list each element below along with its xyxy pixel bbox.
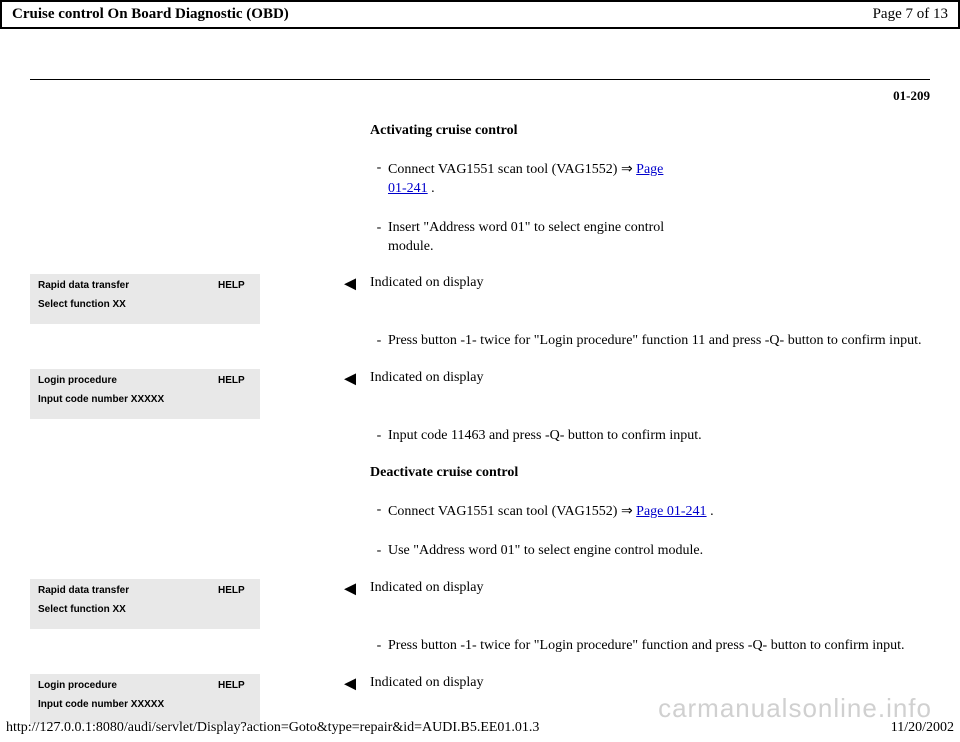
display-box-login: Login procedure Input code number XXXXX H… <box>30 369 260 419</box>
top-rule <box>30 79 930 80</box>
display-box-login-2: Login procedure Input code number XXXXX H… <box>30 674 260 724</box>
display-box-rapid: Rapid data transfer Select function XX HE… <box>30 274 260 324</box>
left-arrow-icon: ◄ <box>330 579 370 599</box>
indicated-label: Indicated on display <box>370 369 930 388</box>
step-text: Press button -1- twice for "Login proced… <box>388 332 930 351</box>
display-help: HELP <box>210 274 260 324</box>
heading-activate: Activating cruise control <box>370 122 930 151</box>
doc-title: Cruise control On Board Diagnostic (OBD) <box>12 6 289 23</box>
display-line2: Select function XX <box>38 604 202 615</box>
page-link[interactable]: Page 01-241 <box>636 504 706 519</box>
bullet: - <box>370 542 388 561</box>
display-line1: Login procedure <box>38 680 202 691</box>
step-text: Insert "Address word 01" to select engin… <box>388 219 688 257</box>
footer-date: 11/20/2002 <box>891 720 954 736</box>
heading-deactivate: Deactivate cruise control <box>370 464 930 493</box>
left-arrow-icon: ◄ <box>330 369 370 389</box>
bullet: - <box>370 427 388 446</box>
display-help: HELP <box>210 369 260 419</box>
footer-url: http://127.0.0.1:8080/audi/servlet/Displ… <box>6 720 539 736</box>
step-text: Press button -1- twice for "Login proced… <box>388 637 930 656</box>
bullet: - <box>370 159 388 199</box>
display-help: HELP <box>210 674 260 724</box>
step-text: Connect VAG1551 scan tool (VAG1552) <box>388 162 621 177</box>
display-line1: Rapid data transfer <box>38 585 202 596</box>
indicated-label: Indicated on display <box>370 579 930 598</box>
arrow-icon: ⇒ <box>621 502 633 518</box>
display-box-rapid-2: Rapid data transfer Select function XX HE… <box>30 579 260 629</box>
indicated-label: Indicated on display <box>370 674 930 693</box>
step-connect-tool: - Connect VAG1551 scan tool (VAG1552) ⇒ … <box>370 157 930 211</box>
step-press-button-1: - Press button -1- twice for "Login proc… <box>370 330 930 363</box>
step-connect-tool-2: - Connect VAG1551 scan tool (VAG1552) ⇒ … <box>370 499 930 534</box>
bullet: - <box>370 219 388 257</box>
step-use-address-word: - Use "Address word 01" to select engine… <box>370 540 930 573</box>
bullet: - <box>370 501 388 522</box>
indicated-label: Indicated on display <box>370 274 930 293</box>
bullet: - <box>370 332 388 351</box>
step-press-button-2: - Press button -1- twice for "Login proc… <box>370 635 930 668</box>
header-bar: Cruise control On Board Diagnostic (OBD)… <box>0 0 960 29</box>
display-help: HELP <box>210 579 260 629</box>
display-line2: Input code number XXXXX <box>38 699 202 710</box>
step-text-post: . <box>707 504 714 519</box>
arrow-icon: ⇒ <box>621 160 633 176</box>
content-area: 01-209 Activating cruise control - Conne… <box>0 29 960 724</box>
step-input-code: - Input code 11463 and press -Q- button … <box>370 425 930 458</box>
step-text-post: . <box>428 181 435 196</box>
step-text: Connect VAG1551 scan tool (VAG1552) <box>388 504 621 519</box>
display-line2: Select function XX <box>38 299 202 310</box>
step-text: Input code 11463 and press -Q- button to… <box>388 427 930 446</box>
display-line2: Input code number XXXXX <box>38 394 202 405</box>
step-text: Use "Address word 01" to select engine c… <box>388 542 930 561</box>
page-indicator: Page 7 of 13 <box>873 6 948 23</box>
step-address-word: - Insert "Address word 01" to select eng… <box>370 217 930 269</box>
bullet: - <box>370 637 388 656</box>
left-arrow-icon: ◄ <box>330 274 370 294</box>
display-line1: Rapid data transfer <box>38 280 202 291</box>
display-line1: Login procedure <box>38 375 202 386</box>
left-arrow-icon: ◄ <box>330 674 370 694</box>
page-code: 01-209 <box>30 88 930 104</box>
